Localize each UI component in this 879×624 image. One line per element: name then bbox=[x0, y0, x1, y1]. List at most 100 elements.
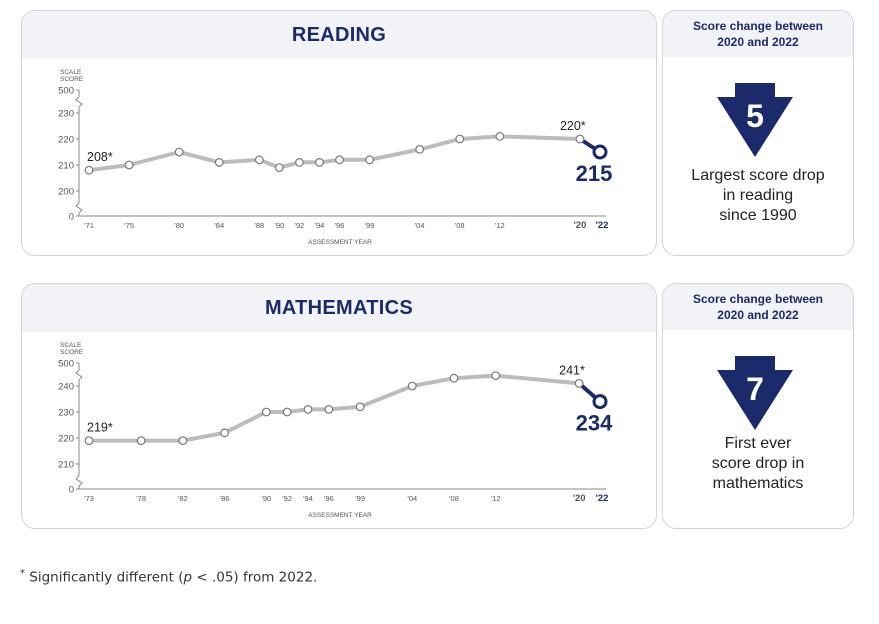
x-tick-label: '86 bbox=[220, 494, 230, 503]
series-line bbox=[88, 134, 581, 173]
x-tick-label: '12 bbox=[495, 221, 505, 230]
score-change-heading-line2: 2020 and 2022 bbox=[717, 308, 799, 322]
data-point bbox=[449, 373, 459, 383]
reading-desc-line2: in reading bbox=[722, 187, 794, 204]
data-point bbox=[84, 436, 94, 446]
footnote-text-before: Significantly different ( bbox=[25, 569, 184, 586]
x-tick-label: '88 bbox=[254, 221, 264, 230]
y-tick-label: 0 bbox=[69, 485, 74, 496]
data-point bbox=[295, 157, 304, 167]
x-tick-label: '84 bbox=[214, 221, 224, 230]
data-point bbox=[574, 378, 584, 388]
data-point bbox=[274, 163, 284, 173]
data-point-latest bbox=[592, 144, 608, 160]
y-tick-label: 230 bbox=[58, 109, 74, 120]
mathematics-desc-line1: First ever bbox=[724, 435, 792, 452]
data-label-first: 208* bbox=[87, 150, 113, 164]
data-point bbox=[303, 404, 313, 414]
footnote: * Significantly different (p < .05) from… bbox=[20, 568, 317, 586]
data-label-first: 219* bbox=[87, 421, 113, 435]
x-tick-label: '75 bbox=[124, 221, 134, 230]
reading-desc-line3: since 1990 bbox=[719, 207, 797, 224]
data-point bbox=[178, 436, 188, 446]
x-tick-label: '04 bbox=[407, 494, 417, 503]
mathematics-panel-header: MATHEMATICS bbox=[22, 284, 656, 332]
data-point-latest bbox=[592, 394, 608, 410]
mathematics-desc-line2: score drop in bbox=[711, 455, 805, 472]
x-tick-label: '82 bbox=[178, 494, 188, 503]
data-label-2020: 220* bbox=[560, 119, 586, 133]
x-tick-label: '92 bbox=[282, 494, 292, 503]
mathematics-score-change-panel: Score change between 2020 and 2022 7 Fir… bbox=[662, 283, 854, 529]
reading-score-change-panel: Score change between 2020 and 2022 5 Lar… bbox=[662, 10, 854, 256]
reading-score-change-header: Score change between 2020 and 2022 bbox=[663, 11, 853, 57]
reading-title: READING bbox=[291, 23, 387, 46]
data-point bbox=[335, 155, 344, 165]
data-point bbox=[136, 436, 146, 446]
data-point bbox=[315, 157, 324, 167]
data-point bbox=[124, 160, 134, 170]
x-tick-label: '73 bbox=[84, 494, 94, 503]
data-point bbox=[407, 381, 417, 391]
data-point bbox=[84, 165, 94, 175]
y-tick-label: 0 bbox=[69, 212, 74, 223]
x-tick-label: '20 bbox=[573, 493, 586, 504]
down-arrow-icon: 5 bbox=[717, 83, 793, 157]
data-point bbox=[282, 407, 292, 417]
reading-desc-line1: Largest score drop bbox=[691, 167, 825, 184]
score-change-heading-line1: Score change between bbox=[692, 19, 824, 33]
y-axis-break-top bbox=[75, 96, 83, 108]
x-tick-label: '20 bbox=[574, 220, 587, 231]
x-tick-label: '99 bbox=[355, 494, 365, 503]
data-point bbox=[261, 407, 271, 417]
x-axis-title: ASSESSMENT YEAR bbox=[308, 239, 372, 246]
mathematics-title: MATHEMATICS bbox=[264, 296, 414, 319]
reading-score-change-value: 5 bbox=[746, 98, 764, 134]
y-tick-label: 230 bbox=[58, 408, 74, 419]
y-tick-label: 220 bbox=[58, 434, 74, 445]
y-tick-label: 210 bbox=[58, 460, 74, 471]
footnote-p-symbol: p bbox=[183, 569, 193, 586]
data-label-2020: 241* bbox=[559, 363, 585, 377]
x-tick-label: '92 bbox=[295, 221, 305, 230]
data-point bbox=[455, 134, 465, 144]
data-point bbox=[491, 371, 501, 380]
x-tick-label: '96 bbox=[335, 221, 345, 230]
reading-panel: READING SCALE SCORE 0 200 210 220 230 500 '71 '75… bbox=[21, 10, 657, 256]
x-tick-label: '99 bbox=[365, 221, 375, 230]
y-axis-label-line1: SCALE bbox=[60, 342, 82, 349]
y-tick-label: 220 bbox=[58, 135, 74, 146]
x-tick-label: '08 bbox=[449, 494, 459, 503]
mathematics-score-change-description: First ever score drop in mathematics bbox=[663, 434, 853, 494]
score-change-heading-line1: Score change between bbox=[692, 292, 824, 306]
y-axis-break-bottom bbox=[75, 475, 83, 487]
mathematics-desc-line3: mathematics bbox=[712, 475, 804, 492]
data-point bbox=[575, 134, 585, 144]
reading-score-change-description: Largest score drop in reading since 1990 bbox=[663, 166, 853, 226]
data-point bbox=[355, 402, 365, 412]
series-line bbox=[89, 373, 580, 443]
x-tick-label: '80 bbox=[174, 221, 184, 230]
y-axis-label-line2: SCORE bbox=[60, 76, 84, 83]
x-tick-label: '22 bbox=[596, 493, 609, 504]
x-tick-label: '78 bbox=[136, 494, 146, 503]
y-tick-label: 240 bbox=[58, 382, 74, 393]
y-tick-label: 500 bbox=[58, 86, 74, 97]
footnote-mark: * bbox=[20, 568, 25, 579]
score-change-heading-line2: 2020 and 2022 bbox=[717, 35, 799, 49]
x-tick-label: '90 bbox=[274, 221, 284, 230]
x-tick-label: '90 bbox=[261, 494, 271, 503]
data-point bbox=[214, 157, 224, 167]
footnote-text-after: < .05) from 2022. bbox=[192, 569, 318, 586]
x-tick-label: '71 bbox=[84, 221, 94, 230]
data-point bbox=[365, 155, 374, 165]
reading-panel-header: READING bbox=[22, 11, 656, 59]
data-point bbox=[324, 404, 334, 414]
x-tick-label: '08 bbox=[455, 221, 465, 230]
data-label-latest: 234 bbox=[576, 411, 613, 436]
data-point bbox=[220, 428, 229, 438]
data-point bbox=[415, 144, 425, 154]
mathematics-panel: MATHEMATICS SCALE SCORE 0 210 220 230 240 500 '7… bbox=[21, 283, 657, 529]
